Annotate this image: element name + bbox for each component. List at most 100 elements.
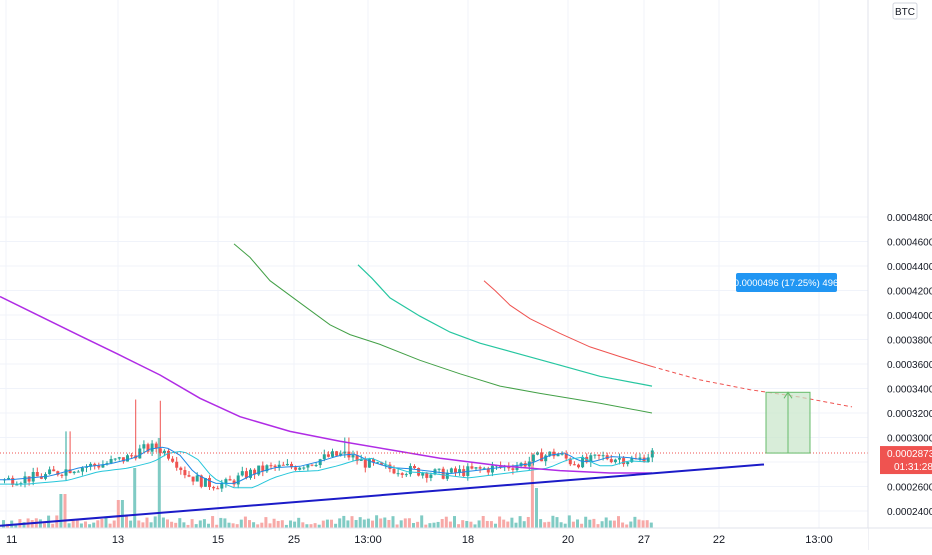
volume-bar <box>170 521 174 528</box>
candle-body <box>269 465 273 467</box>
volume-bar <box>190 519 194 528</box>
candle-body <box>417 468 421 476</box>
candle-body <box>318 459 322 466</box>
volume-bar <box>551 515 555 528</box>
volume-bar <box>100 518 104 528</box>
candle-body <box>158 448 162 454</box>
candle-body <box>244 471 248 478</box>
volume-bar <box>637 519 641 528</box>
candle-body <box>449 468 453 473</box>
volume-bar <box>481 515 485 528</box>
volume-bar <box>641 520 645 528</box>
measure-label: 0.0000496 (17.25%) 496 <box>734 278 839 289</box>
volume-bar <box>88 524 92 528</box>
candle-body <box>478 467 482 469</box>
volume-bar <box>576 519 579 528</box>
candle-body <box>548 451 552 456</box>
volume-bar <box>543 522 547 528</box>
candle-body <box>150 443 154 452</box>
volume-bar <box>67 523 71 528</box>
ma-red-projection <box>651 366 853 408</box>
volume-bar <box>510 517 514 528</box>
volume-bar <box>412 522 415 528</box>
volume-bar <box>477 520 481 528</box>
volume-bar <box>112 520 116 528</box>
candle-body <box>64 469 68 476</box>
candle-body <box>618 458 621 460</box>
candle-body <box>331 451 334 457</box>
candle-body <box>212 487 216 489</box>
candle-body <box>121 457 125 462</box>
volume-bar <box>252 522 256 528</box>
volume-bar <box>420 515 424 528</box>
volume-bar <box>215 524 219 528</box>
volume-bar <box>125 515 128 528</box>
volume-bar <box>96 520 100 528</box>
time-axis-tick-label: 15 <box>212 534 224 546</box>
volume-bar <box>485 520 489 528</box>
candle-body <box>609 459 613 463</box>
volume-bar <box>391 516 395 528</box>
volume-bar <box>198 520 202 528</box>
volume-bar <box>498 516 502 528</box>
support-trendline[interactable] <box>0 463 765 527</box>
candle-body <box>261 465 265 472</box>
volume-bar <box>547 521 551 528</box>
candle-body <box>363 459 367 468</box>
candle-body <box>281 464 285 466</box>
candle-body <box>400 473 404 475</box>
volume-bar <box>219 517 223 528</box>
volume-bar <box>92 522 96 528</box>
volume-bar <box>301 522 305 528</box>
candle-body <box>511 468 515 470</box>
candle-body <box>454 468 457 473</box>
candle-body <box>109 459 113 464</box>
candle-body <box>367 459 371 468</box>
candle-body <box>421 473 425 476</box>
candle-body <box>589 455 593 463</box>
last-price-tag <box>880 446 932 475</box>
candle-body <box>474 467 478 469</box>
volume-bar <box>399 520 403 528</box>
volume-bar <box>260 522 264 528</box>
time-axis-tick-label: 25 <box>288 534 300 546</box>
volume-bar <box>645 520 649 528</box>
volume-bar <box>231 523 235 528</box>
currency-badge[interactable] <box>892 2 918 20</box>
volume-bar <box>284 524 288 528</box>
candle-body <box>581 456 585 468</box>
candle-body <box>294 467 298 470</box>
volume-bar <box>186 524 190 528</box>
candle-body <box>220 483 224 489</box>
volume-bar <box>366 518 370 528</box>
volume-bar <box>194 524 198 528</box>
candle-body <box>572 464 576 466</box>
volume-bar <box>448 521 452 528</box>
candle-body <box>249 469 252 478</box>
volume-bar <box>444 516 448 528</box>
candle-body <box>72 471 76 474</box>
volume-bar <box>469 521 473 528</box>
candle-body <box>486 468 490 473</box>
volume-bar <box>506 521 510 528</box>
volume-bar <box>424 524 428 528</box>
candle-body <box>630 458 634 463</box>
volume-bar <box>403 518 407 528</box>
volume-bar <box>43 523 46 528</box>
volume-bar <box>141 522 145 528</box>
volume-bar <box>530 453 534 528</box>
ma-green-line <box>233 243 653 414</box>
volume-bar <box>465 520 469 528</box>
volume-bar <box>71 520 75 528</box>
candle-body <box>376 462 380 464</box>
candle-body <box>429 474 433 478</box>
candle-body <box>560 453 564 455</box>
volume-bar <box>84 521 87 528</box>
volume-bar <box>457 524 461 528</box>
candle-body <box>113 458 117 460</box>
candle-body <box>490 465 494 473</box>
volume-bar <box>153 516 157 528</box>
volume-bar <box>612 520 616 528</box>
